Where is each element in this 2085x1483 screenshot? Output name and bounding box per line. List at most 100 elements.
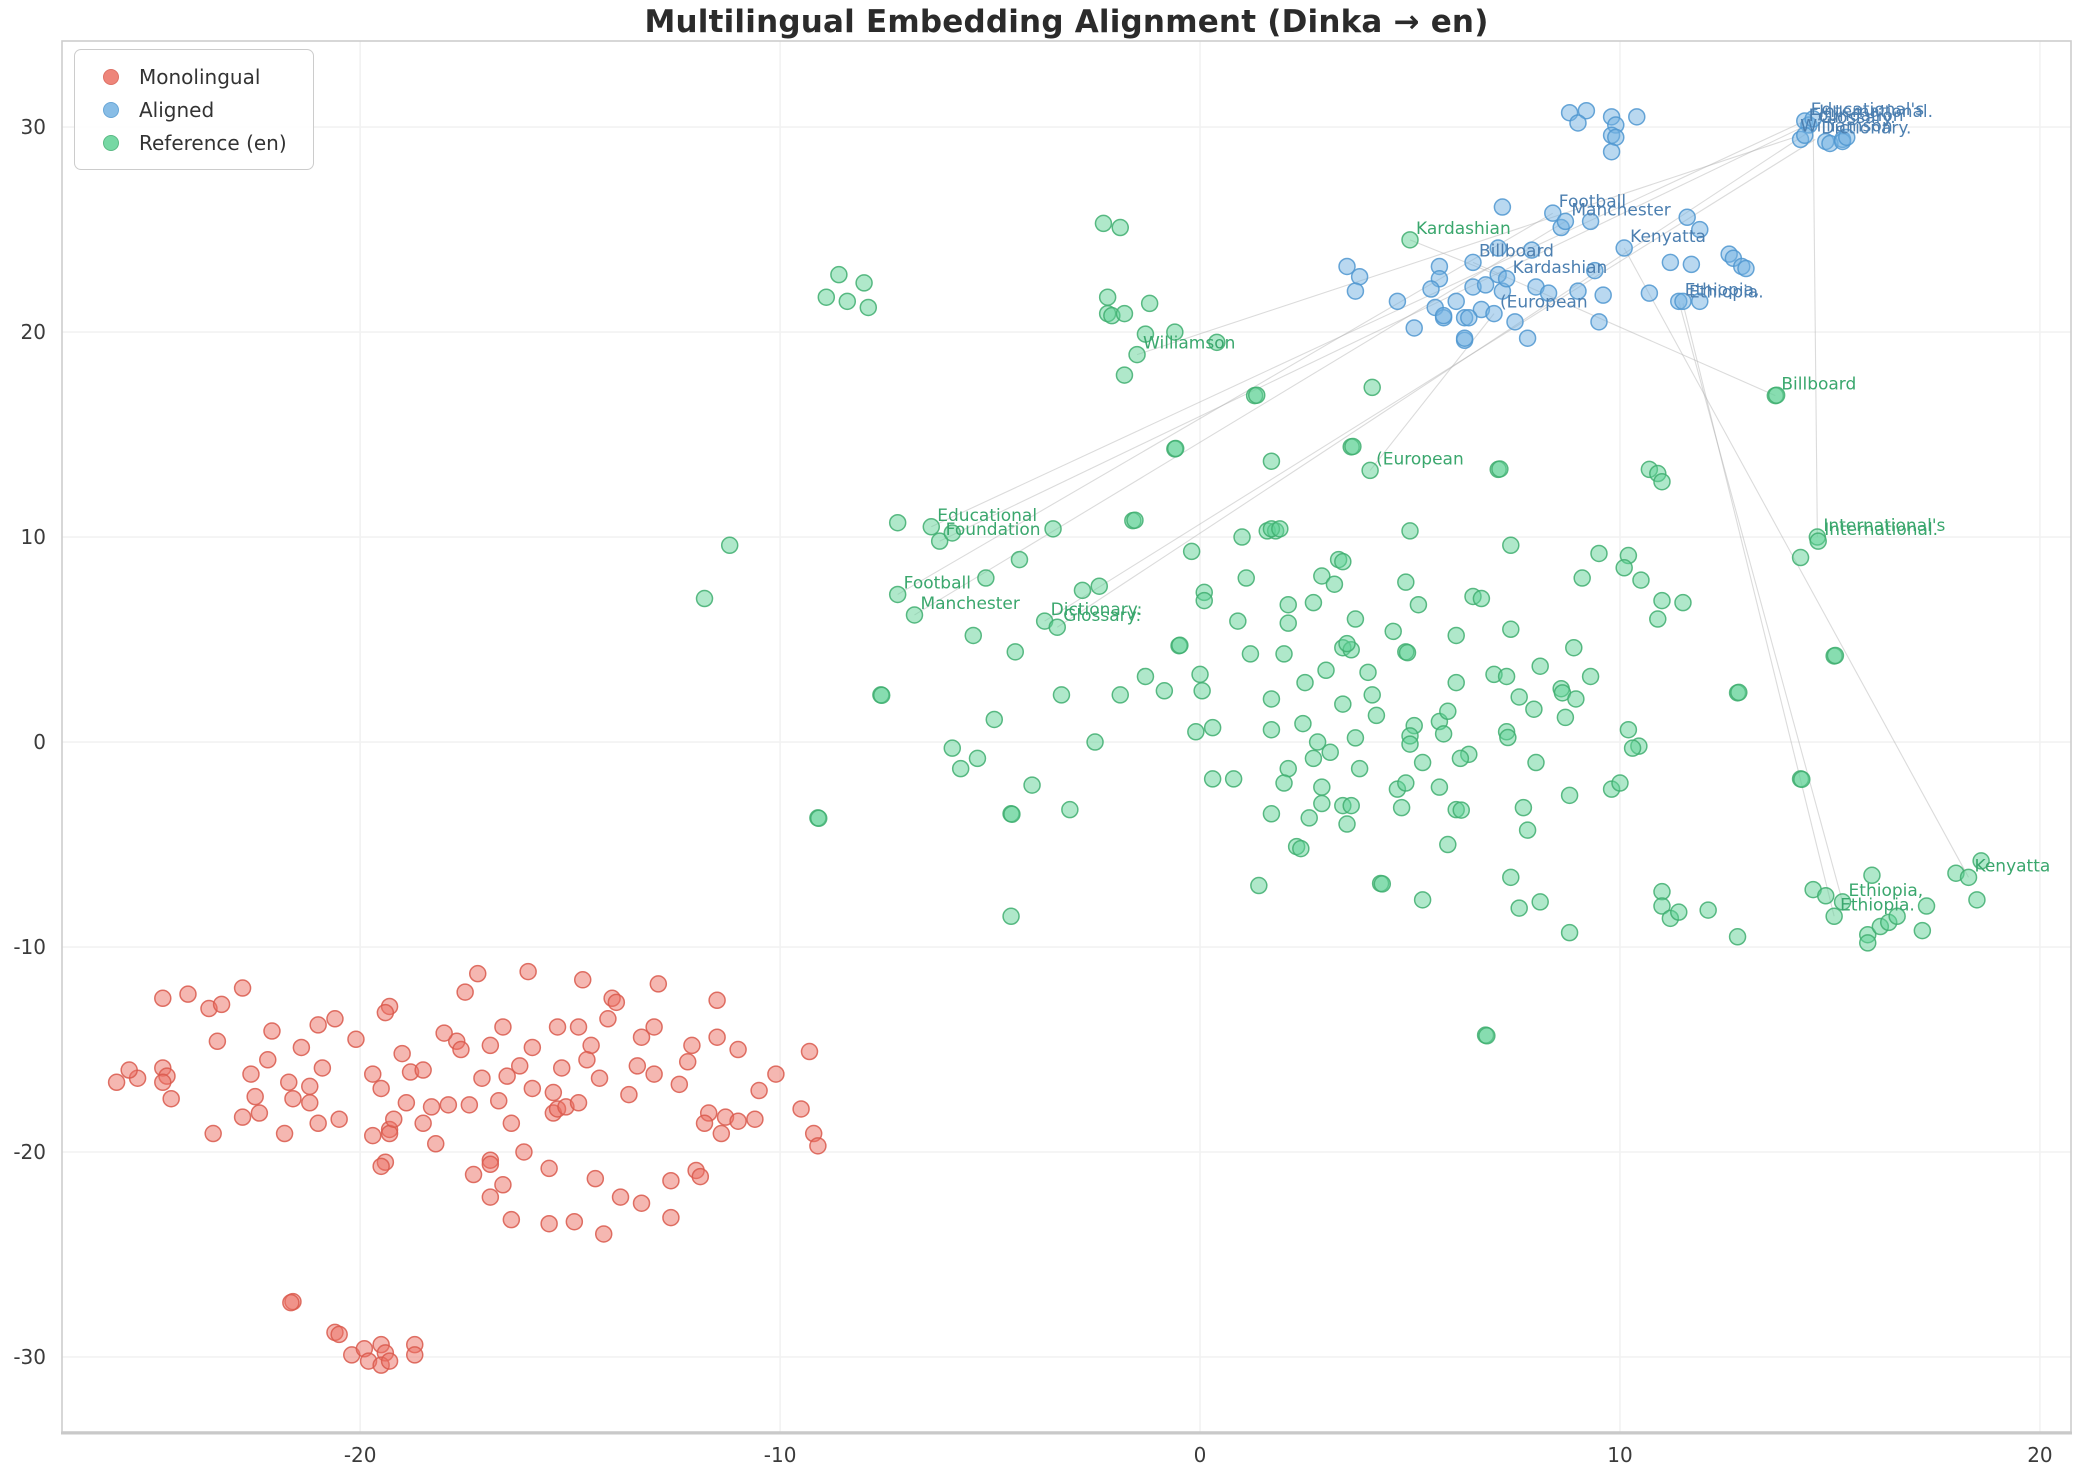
point-reference bbox=[1653, 472, 1671, 491]
monolingual-marker-icon bbox=[103, 68, 119, 85]
point-reference bbox=[1510, 688, 1528, 706]
point-monolingual bbox=[376, 1003, 395, 1022]
point-reference bbox=[1325, 575, 1344, 593]
point-reference bbox=[1203, 718, 1222, 737]
point-reference bbox=[1972, 852, 1990, 870]
annotation-aligned: Glossary. bbox=[1819, 108, 1895, 128]
point-aligned bbox=[1460, 308, 1478, 327]
point-reference bbox=[1136, 667, 1155, 686]
point-aligned bbox=[1434, 306, 1453, 325]
point-reference bbox=[1611, 774, 1629, 792]
annotation-aligned: Ethiopia, bbox=[1685, 280, 1760, 300]
point-aligned bbox=[1586, 261, 1604, 280]
annotation-aligned: International. bbox=[1819, 102, 1933, 122]
annotation-aligned: Billboard bbox=[1479, 241, 1554, 261]
point-aligned bbox=[1581, 212, 1600, 231]
point-reference bbox=[1250, 876, 1268, 895]
point-reference bbox=[964, 626, 983, 645]
point-reference bbox=[1590, 544, 1608, 563]
point-reference bbox=[1434, 725, 1453, 743]
point-reference bbox=[968, 749, 987, 768]
alignment-line bbox=[1369, 313, 1495, 471]
point-aligned bbox=[1518, 329, 1537, 347]
point-reference bbox=[1581, 667, 1600, 686]
point-reference bbox=[1115, 366, 1134, 384]
point-monolingual bbox=[569, 1018, 588, 1036]
point-reference bbox=[1499, 728, 1517, 747]
point-reference bbox=[1525, 700, 1543, 718]
point-aligned bbox=[1804, 110, 1822, 128]
point-reference bbox=[1826, 646, 1845, 665]
point-monolingual bbox=[548, 1018, 567, 1036]
point-reference bbox=[1052, 686, 1071, 704]
point-monolingual bbox=[380, 1352, 399, 1370]
point-monolingual bbox=[406, 1346, 424, 1364]
point-monolingual bbox=[372, 1157, 390, 1176]
point-reference bbox=[809, 809, 828, 828]
legend-item-reference: Reference (en) bbox=[91, 126, 287, 159]
annotation-reference: Dictionary: bbox=[1051, 600, 1143, 620]
point-monolingual bbox=[662, 1208, 680, 1227]
point-aligned bbox=[1615, 239, 1633, 257]
point-monolingual bbox=[767, 1065, 785, 1083]
point-monolingual bbox=[301, 1077, 319, 1096]
point-monolingual bbox=[502, 1114, 521, 1133]
point-monolingual bbox=[393, 1044, 411, 1063]
point-aligned bbox=[1476, 276, 1495, 294]
point-reference bbox=[1237, 569, 1255, 587]
point-monolingual bbox=[212, 995, 231, 1014]
point-monolingual bbox=[250, 1104, 269, 1122]
point-reference bbox=[1342, 796, 1360, 815]
point-aligned bbox=[1539, 284, 1558, 302]
point-reference bbox=[1793, 770, 1811, 789]
point-monolingual bbox=[414, 1114, 432, 1133]
point-reference bbox=[1241, 645, 1260, 663]
point-monolingual bbox=[569, 1094, 588, 1112]
point-monolingual bbox=[439, 1096, 458, 1114]
point-aligned bbox=[1493, 198, 1512, 216]
point-monolingual bbox=[510, 1057, 529, 1075]
point-monolingual bbox=[372, 1079, 390, 1098]
point-monolingual bbox=[154, 989, 172, 1008]
point-monolingual bbox=[544, 1083, 563, 1102]
annotation-reference: Glossary: bbox=[1063, 606, 1141, 626]
annotation-reference: Educational bbox=[937, 506, 1037, 526]
point-reference bbox=[1247, 386, 1266, 404]
point-monolingual bbox=[154, 1073, 172, 1092]
x-tick-label: -20 bbox=[344, 1443, 377, 1467]
annotation-aligned: Williamson bbox=[1800, 116, 1892, 136]
point-monolingual bbox=[233, 979, 252, 997]
point-monolingual bbox=[284, 1089, 302, 1108]
point-aligned bbox=[1691, 220, 1709, 239]
point-reference bbox=[1003, 805, 1021, 823]
point-reference bbox=[1279, 759, 1297, 778]
point-reference bbox=[1126, 511, 1144, 529]
point-monolingual bbox=[708, 991, 726, 1010]
point-monolingual bbox=[292, 1038, 311, 1057]
alignment-line bbox=[1472, 261, 1776, 397]
point-reference bbox=[1518, 821, 1537, 839]
point-monolingual bbox=[645, 1018, 663, 1036]
point-monolingual bbox=[792, 1100, 810, 1118]
point-aligned bbox=[1678, 208, 1696, 227]
point-monolingual bbox=[523, 1038, 542, 1057]
point-reference bbox=[1155, 682, 1174, 700]
point-reference bbox=[1292, 839, 1310, 858]
point-reference bbox=[1044, 520, 1062, 538]
point-aligned bbox=[1346, 282, 1365, 300]
point-monolingual bbox=[515, 1143, 533, 1161]
point-reference bbox=[1567, 690, 1585, 708]
point-reference bbox=[1166, 323, 1184, 341]
point-reference bbox=[1313, 778, 1331, 796]
point-reference bbox=[1048, 618, 1067, 636]
point-reference bbox=[1632, 571, 1650, 589]
point-reference bbox=[1502, 868, 1520, 887]
point-monolingual bbox=[313, 1059, 332, 1077]
point-reference bbox=[1010, 550, 1029, 569]
point-reference bbox=[1193, 682, 1211, 700]
annotation-aligned: (European bbox=[1500, 293, 1588, 313]
point-monolingual bbox=[573, 971, 592, 989]
point-reference bbox=[1363, 378, 1381, 397]
alignment-line bbox=[1678, 301, 1844, 903]
x-tick-label: 0 bbox=[1194, 1443, 1207, 1467]
